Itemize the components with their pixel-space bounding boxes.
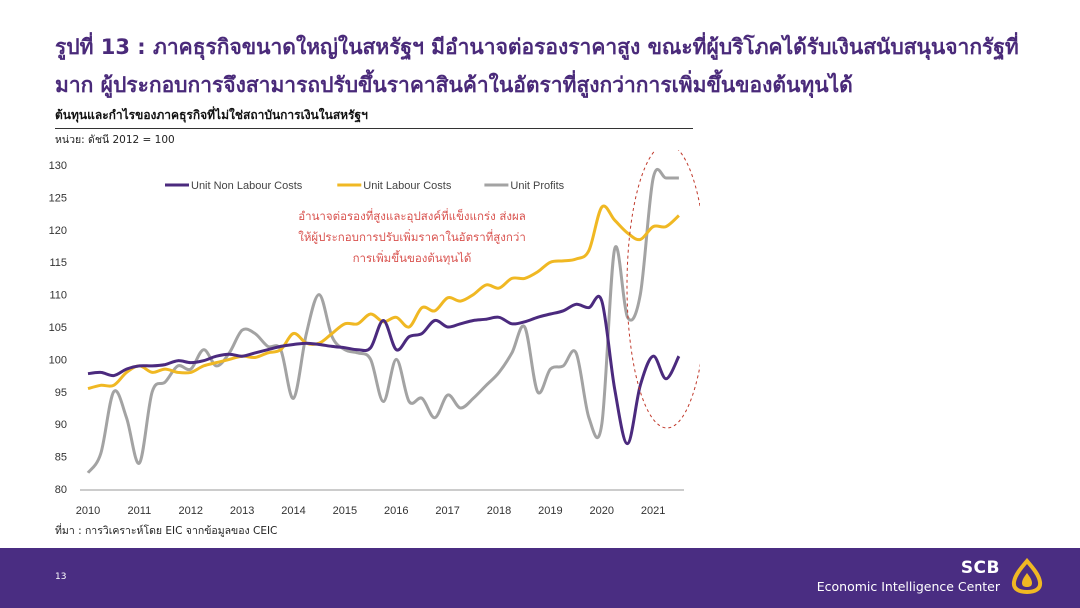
x-tick-label: 2016 bbox=[384, 505, 408, 517]
scb-logo-icon bbox=[1011, 558, 1043, 594]
x-tick-label: 2014 bbox=[281, 505, 305, 517]
line-chart: 80 85 90 95 100 105 110 115 120 125 130 2010 2011 201… bbox=[49, 150, 700, 517]
brand-subtitle: Economic Intelligence Center bbox=[816, 579, 1000, 594]
x-tick-label: 2017 bbox=[435, 505, 459, 517]
page-title: รูปที่ 13 : ภาคธุรกิจขนาดใหญ่ในสหรัฐฯ มี… bbox=[55, 35, 1019, 97]
y-tick-label: 115 bbox=[49, 257, 67, 269]
series-line-unit-non-labour-costs bbox=[87, 294, 681, 446]
brand-block: SCB Economic Intelligence Center bbox=[817, 558, 1000, 594]
x-tick-label: 2015 bbox=[333, 505, 357, 517]
chart-subtitle: ต้นทุนและกำไรของภาคธุรกิจที่ไม่ใช่สถาบัน… bbox=[55, 106, 693, 129]
legend-label-unit-profits: Unit Profits bbox=[510, 180, 564, 192]
y-tick-label: 100 bbox=[49, 354, 67, 366]
annotation-text: อำนาจต่อรองที่สูงและอุปสงค์ที่แข็งแกร่ง … bbox=[298, 208, 526, 223]
x-tick-label: 2020 bbox=[590, 505, 614, 517]
x-tick-label: 2010 bbox=[76, 505, 100, 517]
x-tick-label: 2012 bbox=[179, 505, 203, 517]
x-tick-label: 2013 bbox=[230, 505, 254, 517]
brand-name: SCB bbox=[960, 558, 1000, 578]
y-tick-label: 110 bbox=[49, 290, 67, 302]
y-tick-label: 90 bbox=[55, 419, 67, 431]
footer-bar: 13 SCB Economic Intelligence Center bbox=[0, 548, 1080, 608]
y-tick-label: 85 bbox=[55, 452, 67, 464]
y-tick-label: 80 bbox=[55, 484, 67, 496]
y-tick-label: 120 bbox=[49, 225, 67, 237]
y-tick-label: 95 bbox=[55, 387, 67, 399]
x-tick-label: 2019 bbox=[538, 505, 562, 517]
annotation-text: ให้ผู้ประกอบการปรับเพิ่มราคาในอัตราที่สู… bbox=[298, 229, 526, 244]
series-line-unit-profits bbox=[86, 167, 679, 474]
annotation-text: การเพิ่มขึ้นของต้นทุนได้ bbox=[353, 250, 472, 265]
page-number: 13 bbox=[55, 572, 67, 582]
y-tick-label: 130 bbox=[49, 160, 67, 172]
y-tick-label: 125 bbox=[49, 192, 67, 204]
legend-label-unit-labour-costs: Unit Labour Costs bbox=[363, 180, 452, 192]
source-note: ที่มา : การวิเคราะห์โดย EIC จากข้อมูลของ… bbox=[55, 525, 278, 537]
unit-label: หน่วย: ดัชนี 2012 = 100 bbox=[55, 134, 175, 146]
highlight-ellipse bbox=[626, 150, 700, 429]
x-tick-label: 2018 bbox=[487, 505, 511, 517]
x-tick-label: 2011 bbox=[128, 505, 152, 517]
legend-label-unit-non-labour-costs: Unit Non Labour Costs bbox=[191, 180, 303, 192]
x-tick-label: 2021 bbox=[641, 505, 665, 517]
y-tick-label: 105 bbox=[49, 322, 67, 334]
